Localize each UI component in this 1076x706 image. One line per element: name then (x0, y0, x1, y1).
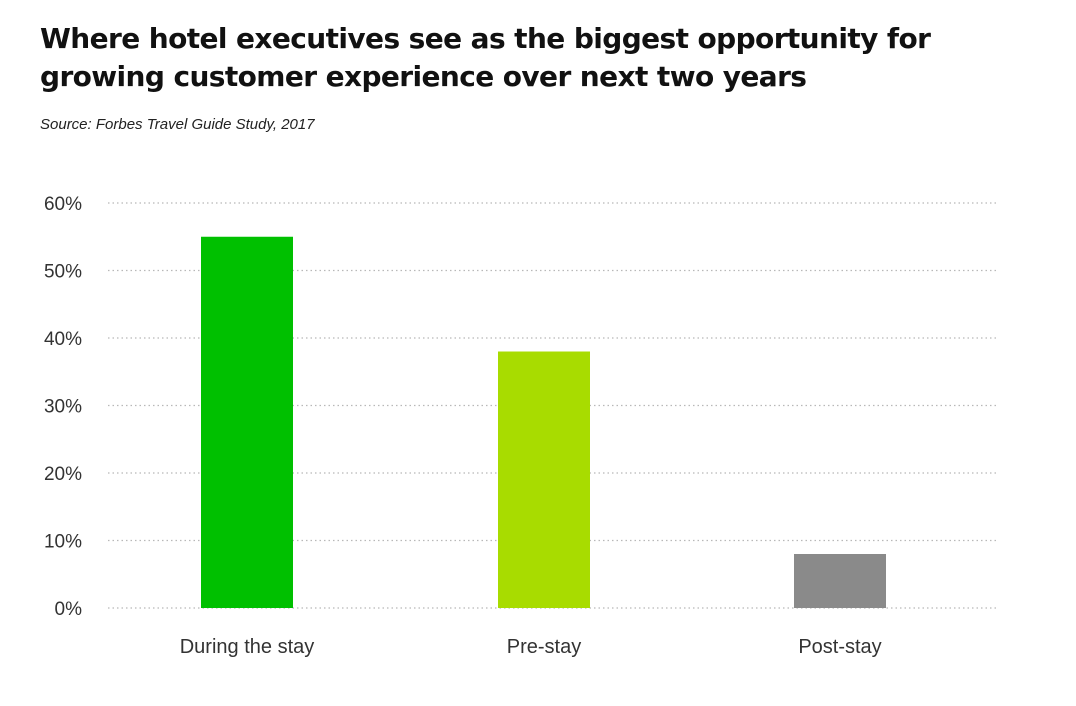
x-category-label: During the stay (180, 636, 315, 658)
x-category-label: Post-stay (798, 636, 881, 658)
chart-title: Where hotel executives see as the bigges… (40, 20, 1040, 96)
chart-title-line-1: Where hotel executives see as the bigges… (40, 22, 931, 55)
y-tick-label: 0% (55, 599, 83, 620)
y-axis-ticks: 0% 10% 20% 30% 40% 50% 60% (44, 194, 82, 620)
y-tick-label: 20% (44, 464, 82, 485)
chart-title-line-2: growing customer experience over next tw… (40, 60, 807, 93)
bars (201, 236, 886, 608)
bar-post-stay (794, 554, 886, 608)
chart-source: Source: Forbes Travel Guide Study, 2017 (40, 116, 315, 133)
y-tick-label: 60% (44, 194, 82, 215)
bar-pre-stay (498, 351, 590, 608)
y-tick-label: 30% (44, 397, 82, 418)
x-category-label: Pre-stay (507, 636, 581, 658)
y-tick-label: 10% (44, 532, 82, 553)
y-tick-label: 40% (44, 329, 82, 350)
x-axis-labels: During the stay Pre-stay Post-stay (180, 636, 882, 658)
y-tick-label: 50% (44, 262, 82, 283)
bar-during-the-stay (201, 236, 293, 608)
